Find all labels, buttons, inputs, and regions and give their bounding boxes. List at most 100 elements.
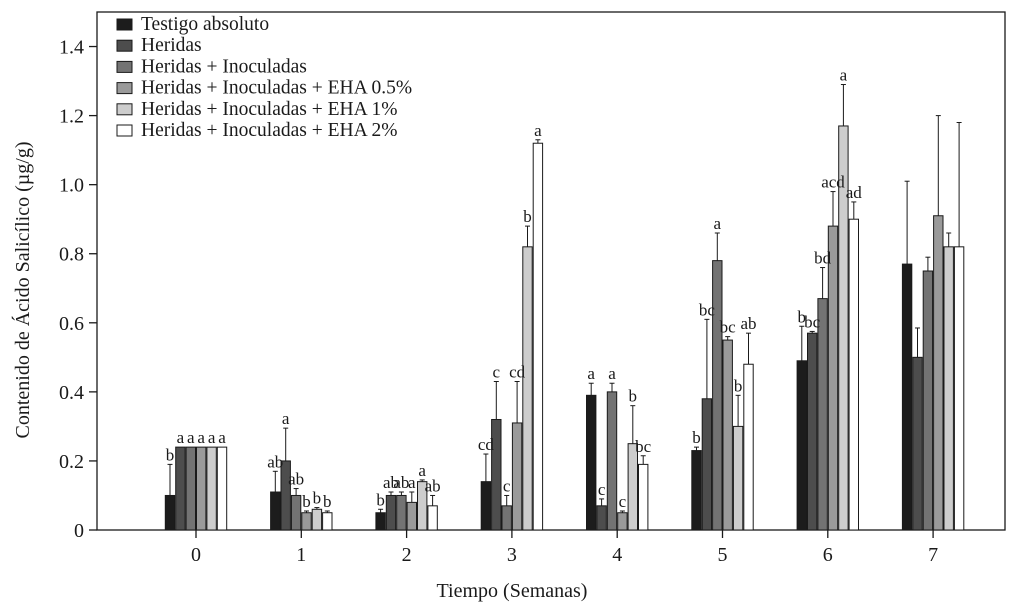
significance-label: ab xyxy=(288,470,304,489)
significance-label: a xyxy=(840,66,848,85)
bar xyxy=(827,225,839,531)
x-tick-label: 4 xyxy=(612,544,622,566)
significance-label: a xyxy=(218,428,226,447)
significance-label: a xyxy=(177,428,185,447)
y-tick-label: 1.0 xyxy=(59,175,84,197)
y-tick-label: 0.6 xyxy=(59,313,84,335)
significance-label: a xyxy=(187,428,195,447)
legend-entry: Heridas + Inoculadas + EHA 1% xyxy=(141,99,397,120)
bar xyxy=(396,494,407,531)
bar xyxy=(311,508,323,531)
bars xyxy=(164,125,965,531)
y-tick-label: 1.4 xyxy=(59,37,84,59)
bar xyxy=(701,398,713,531)
y-tick-label: 0.2 xyxy=(59,451,84,473)
significance-label: a xyxy=(418,461,426,480)
significance-label: ab xyxy=(383,473,399,492)
significance-label: a xyxy=(208,428,216,447)
bar xyxy=(185,446,197,531)
bar xyxy=(322,512,333,531)
significance-label: a xyxy=(408,473,416,492)
significance-label: b xyxy=(629,387,638,406)
y-tick-label: 0 xyxy=(74,520,84,542)
bar xyxy=(206,446,217,531)
significance-label: ab xyxy=(740,314,756,333)
bar xyxy=(596,505,607,531)
bar xyxy=(406,501,418,531)
bar xyxy=(691,450,702,531)
bar xyxy=(953,246,965,531)
legend-swatch xyxy=(116,124,133,137)
bar xyxy=(532,142,544,531)
bar xyxy=(817,298,828,531)
significance-label: bc xyxy=(804,312,821,331)
legend-swatch xyxy=(116,103,133,116)
significance-label: a xyxy=(197,428,205,447)
significance-label: b xyxy=(734,376,743,395)
significance-label: b xyxy=(523,207,532,226)
significance-label: bc xyxy=(635,437,652,456)
legend-entry: Heridas xyxy=(141,35,202,56)
x-tick-label: 5 xyxy=(718,544,728,566)
significance-label: c xyxy=(493,363,501,382)
bar xyxy=(922,270,934,531)
bar xyxy=(627,443,638,531)
significance-label: cd xyxy=(478,435,495,454)
significance-label: bd xyxy=(814,249,832,268)
significance-label: c xyxy=(619,492,627,511)
bar xyxy=(606,391,618,531)
significance-label: b xyxy=(323,492,332,511)
x-tick-label: 0 xyxy=(191,544,201,566)
significance-label: b xyxy=(313,489,322,508)
significance-label: ad xyxy=(846,183,863,202)
x-axis-title: Tiempo (Semanas) xyxy=(437,580,588,602)
x-tick-label: 3 xyxy=(507,544,517,566)
significance-label: acd xyxy=(821,173,845,192)
bar xyxy=(743,363,754,531)
legend-swatch xyxy=(116,39,133,52)
significance-label: c xyxy=(598,480,606,499)
legend-swatch xyxy=(116,18,133,31)
bar xyxy=(301,512,312,531)
legend-entry: Heridas + Inoculadas + EHA 0.5% xyxy=(141,78,412,99)
bar xyxy=(943,246,954,531)
significance-label: a xyxy=(608,364,616,383)
bar xyxy=(216,446,228,531)
significance-label: b xyxy=(798,307,807,326)
significance-label: cd xyxy=(509,363,526,382)
significance-label: c xyxy=(503,476,511,495)
significance-label: b xyxy=(376,490,385,509)
legend-entry: Heridas + Inoculadas + EHA 2% xyxy=(141,120,397,141)
bar xyxy=(427,505,438,531)
bar xyxy=(722,339,733,531)
y-axis-title: Contenido de Ácido Salicílico (µg/g) xyxy=(11,141,34,438)
x-tick-label: 1 xyxy=(296,544,306,566)
bar xyxy=(375,512,386,531)
bar xyxy=(617,512,628,531)
significance-label: ab xyxy=(425,476,441,495)
bar xyxy=(175,446,186,531)
significance-label: ab xyxy=(393,473,409,492)
significance-label: a xyxy=(587,364,595,383)
bar xyxy=(385,494,397,531)
bar xyxy=(522,246,533,531)
legend-entry: Testigo absoluto xyxy=(141,14,269,35)
bar xyxy=(511,422,523,531)
bar xyxy=(732,425,744,531)
error-bars xyxy=(167,84,962,513)
plot-frame xyxy=(96,11,1006,531)
bar xyxy=(196,446,207,531)
x-tick-label: 7 xyxy=(928,544,938,566)
bar xyxy=(164,494,176,531)
bar xyxy=(901,263,913,531)
bar xyxy=(796,360,807,531)
axes: 0 0.2 0.4 0.6 0.8 1.0 1.2 1.4 0 1 2 3 4 5 6 7 xyxy=(59,11,1006,566)
x-tick-label: 2 xyxy=(402,544,412,566)
bar xyxy=(586,394,597,531)
legend-swatch xyxy=(116,82,133,95)
significance-label: bc xyxy=(720,318,737,337)
